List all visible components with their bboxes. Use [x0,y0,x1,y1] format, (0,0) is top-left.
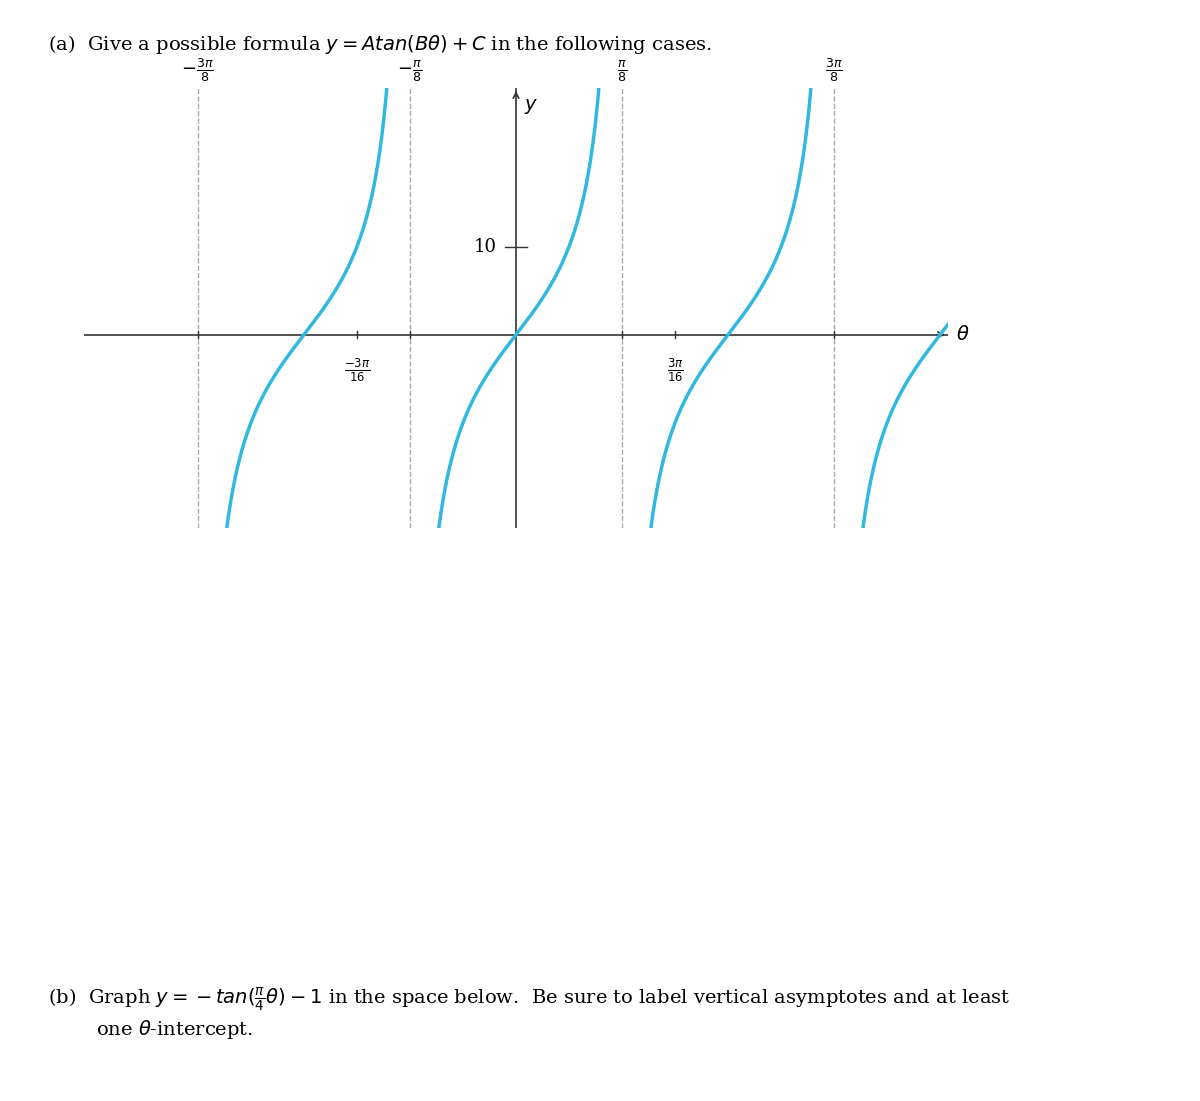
Text: (b)  Graph $y = -tan(\frac{\pi}{4}\theta) - 1$ in the space below.  Be sure to l: (b) Graph $y = -tan(\frac{\pi}{4}\theta)… [48,985,1010,1014]
Text: $\frac{-3\pi}{16}$: $\frac{-3\pi}{16}$ [344,357,370,384]
Text: 10: 10 [474,238,497,255]
Text: $y$: $y$ [524,97,539,116]
Text: $\frac{\pi}{8}$: $\frac{\pi}{8}$ [617,58,628,84]
Text: (a)  Give a possible formula $y = Atan(B\theta) + C$ in the following cases.: (a) Give a possible formula $y = Atan(B\… [48,33,712,56]
Text: $\frac{3\pi}{16}$: $\frac{3\pi}{16}$ [667,357,684,384]
Text: one $\theta$-intercept.: one $\theta$-intercept. [96,1018,253,1042]
Text: $-\frac{3\pi}{8}$: $-\frac{3\pi}{8}$ [181,56,215,84]
Text: $\theta$: $\theta$ [956,325,970,345]
Text: $\frac{3\pi}{8}$: $\frac{3\pi}{8}$ [826,56,842,84]
Text: $-\frac{\pi}{8}$: $-\frac{\pi}{8}$ [397,58,422,84]
